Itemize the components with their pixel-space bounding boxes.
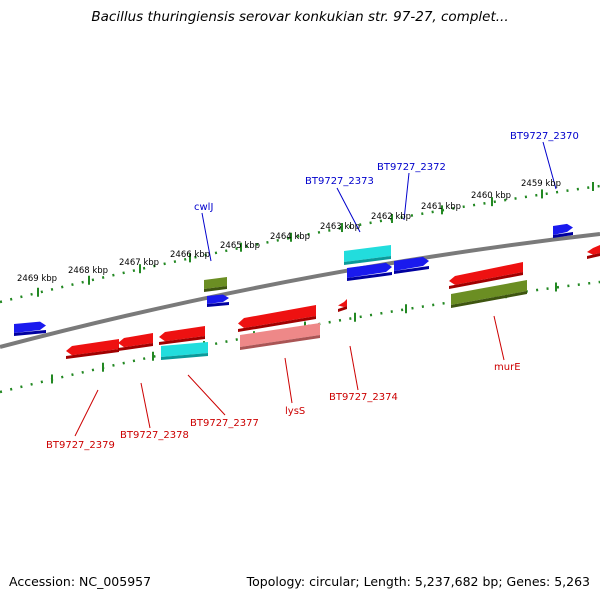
leader-line [493,315,505,361]
gene-label: BT9727_2370 [510,131,579,142]
position-label: 2460 kbp [471,191,511,201]
position-label: 2459 kbp [521,179,561,189]
gene-label: BT9727_2372 [377,162,446,173]
position-label: 2462 kbp [371,212,411,222]
leader-line [201,212,212,262]
gene-feature [159,326,205,345]
gene-feature [204,277,227,292]
gene-feature [394,256,429,274]
topology-summary: Topology: circular; Length: 5,237,682 bp… [246,574,590,589]
label-leader-lines [74,141,557,437]
gene-feature [338,299,347,312]
leader-line [403,172,410,221]
gene-feature [66,339,119,359]
accession-text: Accession: NC_005957 [9,574,152,589]
leader-line [542,141,557,190]
gene-label: cwlJ [194,202,213,213]
leader-line [284,357,293,404]
outer-tick-ring [0,184,600,304]
leader-line [336,187,361,233]
gene-label: BT9727_2377 [190,418,259,429]
position-label: 2469 kbp [17,274,57,284]
leader-line [140,382,151,429]
position-label: 2461 kbp [421,202,461,212]
gene-label: BT9727_2378 [120,430,189,441]
gene-label: murE [494,362,521,373]
gene-feature [587,245,600,259]
gene-feature [238,305,316,332]
gene-feature [207,294,229,307]
gene-feature [451,280,527,308]
gene-feature [553,223,573,238]
gene-feature [240,323,320,350]
gene-feature [344,245,391,265]
gene-label: BT9727_2374 [329,392,398,403]
gene-feature [118,333,153,351]
map-title: Bacillus thuringiensis serovar konkukian… [91,9,509,25]
position-label: 2464 kbp [270,232,310,242]
gene-label: BT9727_2379 [46,440,115,451]
leader-line [187,374,226,416]
gene-features [14,223,600,360]
leader-line [74,389,99,437]
gene-feature [347,262,392,281]
leader-line [349,345,359,391]
gene-label: lysS [285,406,305,417]
gene-feature [14,321,46,336]
gene-label: BT9727_2373 [305,176,374,187]
position-label: 2463 kbp [320,222,360,232]
position-label: 2466 kbp [170,250,210,260]
position-label: 2468 kbp [68,266,108,276]
gene-feature [161,342,208,360]
position-label: 2465 kbp [220,241,260,251]
position-label: 2467 kbp [119,258,159,268]
gene-feature [449,262,523,289]
position-labels: 2469 kbp 2468 kbp 2467 kbp 2466 kbp 2465 kbp… [17,179,561,284]
genome-backbone [0,232,600,349]
